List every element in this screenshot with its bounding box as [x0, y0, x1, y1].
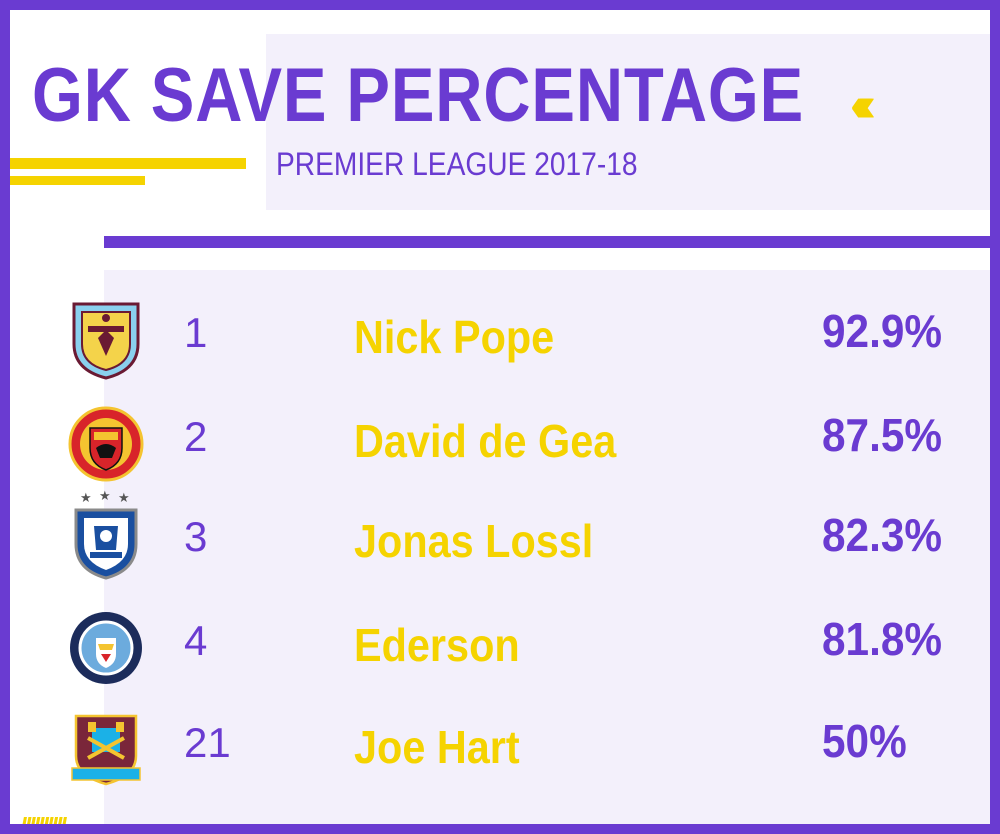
- west-ham-crest-icon: [71, 714, 141, 786]
- svg-text:★: ★: [118, 491, 130, 506]
- save-percentage: 92.9%: [822, 305, 943, 357]
- decor-yellow-bar-short: [10, 176, 145, 185]
- manchester-city-crest-icon: [70, 612, 142, 684]
- rank-number: 2: [184, 413, 208, 460]
- ranking-row: ★ ★ ★ 3 Jonas Lossl 82.3%: [10, 490, 990, 604]
- decor-chevrons-icon: ‹‹‹‹‹‹: [850, 79, 876, 132]
- rank-number: 3: [184, 513, 208, 560]
- player-name: Nick Pope: [354, 311, 555, 363]
- rank-number: 1: [184, 309, 208, 356]
- save-percentage: 82.3%: [822, 509, 943, 561]
- svg-text:★: ★: [80, 491, 92, 506]
- player-name: Joe Hart: [354, 721, 520, 773]
- player-name: Jonas Lossl: [354, 515, 594, 567]
- ranking-row: 2 David de Gea 87.5%: [10, 404, 990, 504]
- divider: [104, 236, 990, 248]
- huddersfield-crest-icon: ★ ★ ★: [74, 490, 138, 580]
- player-name: Ederson: [354, 619, 520, 671]
- ranking-row: 4 Ederson 81.8%: [10, 608, 990, 708]
- decor-yellow-bar: [10, 158, 246, 169]
- player-name: David de Gea: [354, 415, 617, 467]
- title-panel: [266, 34, 990, 210]
- manchester-united-crest-icon: [68, 406, 144, 482]
- page-subtitle: PREMIER LEAGUE 2017-18: [276, 146, 638, 182]
- ranking-row: 21 Joe Hart 50%: [10, 710, 990, 810]
- rank-number: 4: [184, 617, 208, 664]
- rank-number: 21: [184, 719, 231, 766]
- page-title: GK SAVE PERCENTAGE: [32, 53, 805, 138]
- ranking-panel: [104, 270, 990, 824]
- save-percentage: 50%: [822, 715, 907, 767]
- decor-bottom-chevrons-icon: / / / / / / / / / /: [20, 814, 67, 824]
- save-percentage: 87.5%: [822, 409, 943, 461]
- infographic-card: GK SAVE PERCENTAGE PREMIER LEAGUE 2017-1…: [10, 10, 990, 824]
- svg-text:★: ★: [99, 490, 111, 504]
- ranking-row: 1 Nick Pope 92.9%: [10, 300, 990, 400]
- save-percentage: 81.8%: [822, 613, 943, 665]
- burnley-crest-icon: [72, 302, 140, 380]
